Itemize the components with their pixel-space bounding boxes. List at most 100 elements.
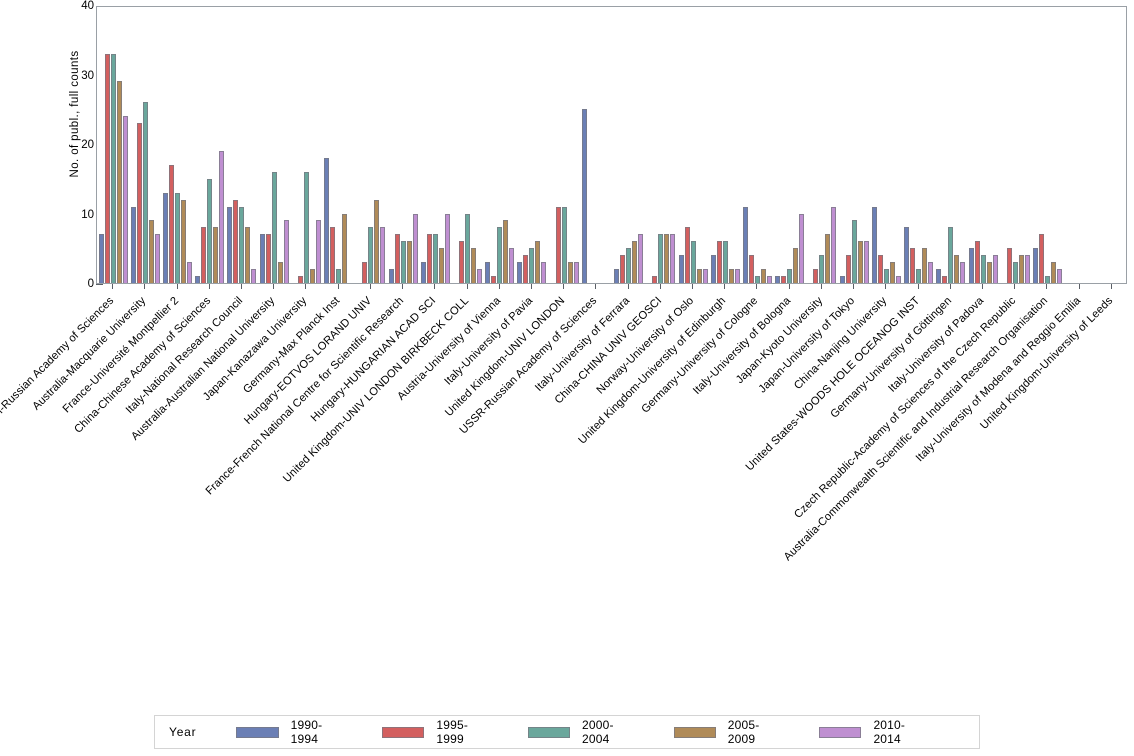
x-axis-tick bbox=[1079, 284, 1080, 289]
bar bbox=[839, 276, 845, 283]
bar bbox=[1050, 262, 1056, 283]
bar-group bbox=[226, 7, 258, 283]
x-axis-tick bbox=[563, 284, 564, 289]
bar bbox=[438, 248, 444, 283]
legend-color-swatch bbox=[673, 726, 716, 738]
legend-entry[interactable]: 1990-1994 bbox=[236, 718, 340, 746]
bar-group bbox=[258, 7, 290, 283]
x-axis-tick bbox=[821, 284, 822, 289]
bar bbox=[368, 227, 374, 283]
bar bbox=[614, 269, 620, 283]
x-axis-tick bbox=[789, 284, 790, 289]
bar bbox=[1012, 262, 1018, 283]
bar bbox=[541, 262, 547, 283]
legend-label: 1995-1999 bbox=[436, 718, 469, 746]
bar bbox=[315, 220, 321, 283]
bar bbox=[497, 227, 503, 283]
bar bbox=[163, 192, 169, 283]
bar bbox=[696, 269, 702, 283]
bar bbox=[922, 248, 928, 283]
bar bbox=[819, 255, 825, 283]
legend-entry[interactable]: 1995-1999 bbox=[382, 718, 486, 746]
legend-entry-list: 1990-1994 1995-1999 2000-2004 2005-2009 2010… bbox=[236, 718, 965, 746]
y-axis-major-tick bbox=[96, 284, 103, 285]
bar-group bbox=[645, 7, 677, 283]
bar bbox=[459, 241, 465, 283]
bar bbox=[283, 220, 289, 283]
bar-group bbox=[323, 7, 355, 283]
bar bbox=[684, 227, 690, 283]
x-axis-tick bbox=[982, 284, 983, 289]
bar-group bbox=[806, 7, 838, 283]
bar bbox=[658, 234, 664, 283]
legend-entry[interactable]: 2010-2014 bbox=[819, 718, 923, 746]
bar bbox=[1032, 248, 1038, 283]
bar bbox=[910, 248, 916, 283]
bar bbox=[857, 241, 863, 283]
bar bbox=[760, 269, 766, 283]
bar-group bbox=[290, 7, 322, 283]
bar bbox=[638, 234, 644, 283]
y-axis-tick-label: 40 bbox=[81, 0, 94, 12]
bar bbox=[573, 262, 579, 283]
legend-label: 2005-2009 bbox=[727, 718, 760, 746]
bar-group bbox=[709, 7, 741, 283]
x-axis-tick bbox=[177, 284, 178, 289]
legend-title: Year bbox=[169, 725, 197, 739]
x-axis-tick bbox=[467, 284, 468, 289]
x-axis-tick bbox=[144, 284, 145, 289]
legend-entry[interactable]: 2005-2009 bbox=[673, 718, 778, 746]
x-axis-tick bbox=[692, 284, 693, 289]
legend-entry[interactable]: 2000-2004 bbox=[527, 718, 632, 746]
bar bbox=[251, 269, 257, 283]
bar bbox=[195, 276, 201, 283]
bar bbox=[485, 262, 491, 283]
bar-group bbox=[838, 7, 870, 283]
bar bbox=[678, 255, 684, 283]
bar bbox=[1024, 255, 1030, 283]
bar bbox=[690, 241, 696, 283]
bar bbox=[400, 241, 406, 283]
x-axis-tick bbox=[434, 284, 435, 289]
x-axis-tick bbox=[112, 284, 113, 289]
x-axis-tick bbox=[1046, 284, 1047, 289]
bar bbox=[104, 53, 110, 283]
x-axis-tick bbox=[402, 284, 403, 289]
bar bbox=[851, 220, 857, 283]
bar bbox=[259, 234, 265, 283]
bar bbox=[942, 276, 948, 283]
bar bbox=[503, 220, 509, 283]
bar bbox=[277, 262, 283, 283]
bar bbox=[1018, 255, 1024, 283]
bar bbox=[517, 262, 523, 283]
bar bbox=[863, 241, 869, 283]
bar bbox=[664, 234, 670, 283]
x-axis-tick bbox=[209, 284, 210, 289]
bar bbox=[303, 171, 309, 283]
bar bbox=[626, 248, 632, 283]
bar bbox=[394, 234, 400, 283]
bar-group bbox=[484, 7, 516, 283]
bar-group bbox=[967, 7, 999, 283]
x-axis-tick bbox=[1111, 284, 1112, 289]
bar bbox=[265, 234, 271, 283]
bar-group bbox=[194, 7, 226, 283]
bar bbox=[620, 255, 626, 283]
bar bbox=[207, 178, 213, 283]
bar-group bbox=[387, 7, 419, 283]
bar-group bbox=[870, 7, 902, 283]
x-axis-tick bbox=[338, 284, 339, 289]
bar bbox=[980, 255, 986, 283]
legend-color-swatch bbox=[382, 726, 425, 738]
bar bbox=[233, 199, 239, 283]
bar bbox=[754, 276, 760, 283]
bar bbox=[1044, 276, 1050, 283]
bar-group bbox=[613, 7, 645, 283]
bar bbox=[831, 206, 837, 283]
bar bbox=[766, 276, 772, 283]
bar bbox=[960, 262, 966, 283]
bar bbox=[845, 255, 851, 283]
bar bbox=[928, 262, 934, 283]
bar bbox=[742, 206, 748, 283]
